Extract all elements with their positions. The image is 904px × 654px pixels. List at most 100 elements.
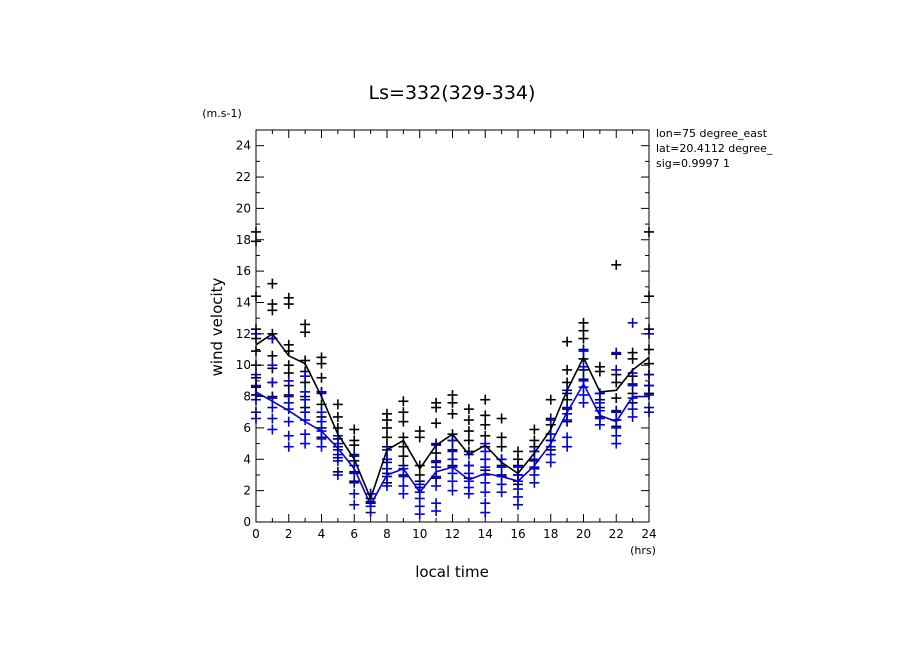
black-data-point (316, 358, 327, 369)
blue-data-point (627, 393, 638, 404)
black-data-point (267, 350, 278, 361)
blue-data-point (463, 488, 474, 499)
black-data-point (611, 377, 622, 388)
black-data-point (496, 432, 507, 443)
y-tick-label: 6 (243, 421, 251, 435)
mean-lines (255, 332, 650, 507)
black-data-point (349, 440, 360, 451)
plot-frame (255, 129, 650, 523)
blue-data-point (283, 441, 294, 452)
blue-data-point (267, 413, 278, 424)
blue-data-point (332, 469, 343, 480)
blue-data-point (594, 419, 605, 430)
x-tick-label: 10 (412, 527, 427, 541)
blue-data-point (611, 364, 622, 375)
black-data-point (431, 402, 442, 413)
blue-data-point (300, 438, 311, 449)
black-data-point (447, 408, 458, 419)
black-data-point (496, 441, 507, 452)
blue-data-point (480, 498, 491, 509)
x-tick-label: 12 (445, 527, 460, 541)
black-data-point (431, 418, 442, 429)
black-data-point (398, 416, 409, 427)
black-data-point (398, 407, 409, 418)
black-data-point (382, 432, 392, 443)
blue-data-point (283, 416, 294, 427)
x-tick-label: 16 (510, 527, 525, 541)
black-data-point (463, 435, 474, 446)
y-tick-label: 4 (243, 452, 251, 466)
blue-data-point (300, 371, 311, 382)
info-line-lat: lat=20.4112 degree_ (656, 142, 773, 155)
chart-title: Ls=332(329-334) (369, 82, 536, 104)
x-tick-label: 20 (576, 527, 591, 541)
black-data-point (300, 327, 311, 338)
black-data-point (382, 422, 392, 433)
x-tick-label: 22 (609, 527, 624, 541)
black-data-point (562, 364, 573, 375)
blue-data-point (545, 457, 556, 468)
black-data-point (398, 396, 409, 407)
black-data-point (398, 451, 409, 462)
x-tick-label: 24 (641, 527, 656, 541)
y-tick-label: 24 (236, 139, 251, 153)
blue-data-point (529, 477, 540, 488)
blue-data-point (447, 485, 458, 496)
black-data-point (332, 411, 343, 422)
blue-data-point (578, 397, 589, 408)
blue-data-point (447, 476, 458, 487)
blue-data-point (627, 380, 638, 391)
blue-data-point (283, 375, 294, 386)
y-tick-label: 14 (236, 295, 251, 309)
black-data-point (480, 410, 491, 421)
blue-data-point (316, 416, 327, 427)
black-data-point (578, 333, 589, 344)
y-tick-label: 12 (236, 327, 251, 341)
blue-data-point (365, 507, 376, 518)
black-data-point (267, 278, 278, 289)
info-line-lon: lon=75 degree_east (656, 127, 768, 140)
black-data-point (480, 394, 491, 405)
blue-data-point (283, 430, 294, 441)
blue-data-point (267, 424, 278, 435)
axis-ticks: 0 2 4 6 8 10 12 14 16 18 20 22 240246810121416182022… (236, 129, 657, 541)
x-axis-unit: (hrs) (630, 544, 656, 557)
blue-data-point (480, 477, 491, 488)
blue-data-point (578, 361, 589, 372)
y-tick-label: 10 (236, 358, 251, 372)
black-data-point (627, 353, 638, 364)
info-box: lon=75 degree_east lat=20.4112 degree_ s… (656, 127, 773, 170)
y-tick-label: 0 (243, 515, 251, 529)
blue-data-point (562, 441, 573, 452)
black-data-point (267, 305, 278, 316)
y-tick-label: 22 (236, 170, 251, 184)
x-tick-label: 8 (383, 527, 391, 541)
black-data-point (594, 366, 605, 377)
black-data-point (545, 394, 556, 405)
blue-data-point (267, 360, 278, 371)
y-tick-label: 8 (243, 390, 251, 404)
blue-data-point (300, 429, 311, 440)
blue-data-point (349, 488, 360, 499)
blue-data-point (349, 477, 360, 488)
blue-data-point (349, 499, 360, 510)
blue-data-point (562, 432, 573, 443)
blue-data-point (316, 407, 327, 418)
black-mean-line (255, 332, 650, 501)
y-tick-label: 18 (236, 233, 251, 247)
black-data-point (463, 404, 474, 415)
blue-data-point (496, 487, 507, 498)
y-tick-label: 2 (243, 484, 251, 498)
blue-data-point (316, 441, 327, 452)
black-data-point (447, 397, 458, 408)
black-data-point (316, 372, 327, 383)
data-points (251, 226, 654, 520)
black-data-point (463, 415, 474, 426)
y-axis-label: wind velocity (208, 277, 226, 376)
blue-mean-line (255, 382, 649, 507)
blue-data-point (431, 506, 442, 517)
black-data-point (611, 259, 622, 270)
blue-data-point (611, 347, 622, 358)
blue-data-point (398, 488, 409, 499)
blue-data-point (447, 435, 458, 446)
